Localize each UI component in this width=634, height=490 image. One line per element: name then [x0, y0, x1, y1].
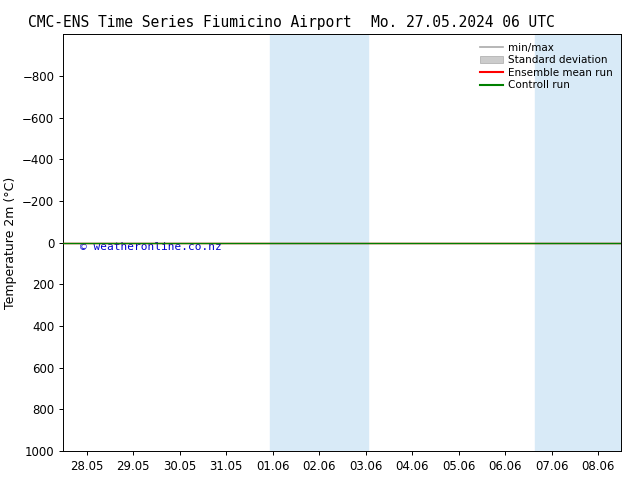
Bar [270, 34, 368, 451]
Text: © weatheronline.co.nz: © weatheronline.co.nz [80, 242, 222, 252]
Text: Mo. 27.05.2024 06 UTC: Mo. 27.05.2024 06 UTC [371, 15, 555, 30]
Legend: min/max, Standard deviation, Ensemble mean run, Controll run: min/max, Standard deviation, Ensemble me… [477, 40, 616, 94]
Y-axis label: Temperature 2m (°C): Temperature 2m (°C) [4, 176, 16, 309]
Bar [535, 34, 621, 451]
Text: CMC-ENS Time Series Fiumicino Airport: CMC-ENS Time Series Fiumicino Airport [29, 15, 352, 30]
